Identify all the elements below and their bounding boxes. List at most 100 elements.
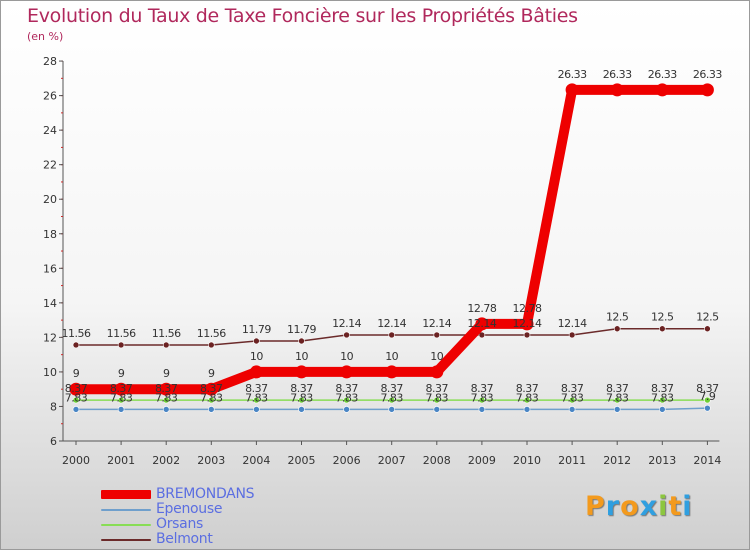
data-label-bremondans: 9 — [118, 367, 125, 380]
x-tick-label: 2001 — [107, 454, 135, 467]
data-label-bremondans: 10 — [340, 350, 353, 363]
point-belmont — [704, 325, 711, 333]
point-belmont — [343, 331, 350, 339]
point-epenouse — [658, 406, 666, 413]
point-epenouse — [208, 406, 215, 413]
series-lines — [69, 83, 714, 413]
y-tick-label: 18 — [43, 228, 57, 241]
logo-letter: i — [658, 491, 669, 522]
point-orsans — [433, 396, 441, 404]
chart-title: Evolution du Taux de Taxe Foncière sur l… — [27, 5, 578, 27]
data-label-epenouse: 7.83 — [426, 391, 449, 404]
point-belmont — [478, 331, 486, 339]
data-label-bremondans: 26.33 — [648, 68, 677, 81]
data-label-epenouse: 7.83 — [65, 391, 88, 404]
data-label-orsans: 8.37 — [651, 382, 674, 395]
point-orsans — [343, 396, 350, 404]
data-label-epenouse: 7.83 — [110, 391, 133, 404]
data-label-bremondans: 9 — [208, 367, 215, 380]
data-label-belmont: 12.5 — [606, 311, 629, 324]
point-epenouse — [568, 406, 576, 413]
y-tick-label: 8 — [50, 400, 57, 413]
data-label-orsans: 8.37 — [471, 382, 494, 395]
data-label-orsans: 8.37 — [200, 382, 223, 395]
point-orsans — [523, 396, 531, 404]
point-belmont — [208, 341, 215, 349]
data-label-bremondans: 10 — [295, 350, 308, 363]
data-label-orsans: 8.37 — [335, 382, 358, 395]
y-tick-label: 16 — [43, 262, 57, 275]
point-belmont — [523, 331, 531, 339]
point-belmont — [388, 331, 396, 339]
point-bremondans — [69, 382, 83, 396]
point-orsans — [388, 396, 396, 404]
point-belmont — [72, 341, 80, 349]
data-label-belmont: 11.79 — [242, 323, 271, 336]
data-label-orsans: 8.37 — [65, 382, 88, 395]
data-label-epenouse: 7.83 — [561, 391, 584, 404]
point-belmont — [568, 331, 576, 339]
x-tick-label: 2008 — [423, 454, 451, 467]
data-label-bremondans: 12.78 — [467, 302, 496, 315]
data-label-belmont: 12.14 — [513, 317, 542, 330]
x-tick-label: 2006 — [333, 454, 361, 467]
data-label-orsans: 8.37 — [290, 382, 313, 395]
point-bremondans — [249, 365, 263, 379]
data-label-belmont: 11.79 — [287, 323, 316, 336]
x-tick-label: 2014 — [693, 454, 721, 467]
data-label-epenouse: 7.83 — [471, 391, 494, 404]
point-belmont — [117, 341, 125, 349]
data-label-orsans: 8.37 — [561, 382, 584, 395]
data-label-epenouse: 7.83 — [155, 391, 178, 404]
point-bremondans — [655, 83, 669, 97]
x-tick-label: 2005 — [288, 454, 316, 467]
data-label-bremondans: 26.33 — [603, 68, 632, 81]
logo-letter: P — [585, 491, 606, 522]
data-label-orsans: 8.37 — [696, 382, 719, 395]
logo-letter: o — [620, 491, 640, 522]
data-label-belmont: 12.14 — [422, 317, 451, 330]
point-belmont — [253, 337, 260, 345]
x-tick-label: 2004 — [242, 454, 270, 467]
logo-letter: x — [639, 491, 659, 522]
logo-letter: r — [605, 491, 621, 522]
data-label-epenouse: 7.83 — [380, 391, 403, 404]
point-belmont — [433, 331, 441, 339]
point-epenouse — [613, 406, 621, 413]
point-orsans — [613, 396, 621, 404]
data-label-belmont: 12.14 — [332, 317, 361, 330]
point-bremondans — [340, 365, 354, 379]
point-orsans — [72, 396, 80, 404]
data-label-orsans: 8.37 — [110, 382, 133, 395]
legend-item-epenouse: Epenouse — [101, 502, 361, 517]
series-value-labels: 9 9 9 9 10 10 10 10 10 12.78 12.78 26.33 26.33 26.33 2… — [62, 68, 723, 404]
data-label-epenouse: 7.83 — [335, 391, 358, 404]
labels-belmont: 11.56 11.56 11.56 11.56 11.79 11.79 12.14 12.14… — [62, 311, 720, 340]
data-label-belmont: 11.56 — [152, 327, 181, 340]
y-tick-label: 12 — [43, 331, 57, 344]
y-tick-label: 6 — [50, 435, 57, 448]
legend-swatch — [101, 509, 151, 511]
logo-letter: t — [668, 491, 683, 522]
x-tick-label: 2012 — [603, 454, 631, 467]
legend-label: Epenouse — [156, 501, 223, 517]
point-belmont — [658, 325, 666, 333]
data-label-epenouse: 7.83 — [290, 391, 313, 404]
data-label-belmont: 12.14 — [467, 317, 496, 330]
point-orsans — [658, 396, 666, 404]
data-label-epenouse: 7.83 — [606, 391, 629, 404]
point-bremondans — [520, 317, 534, 331]
point-orsans — [253, 396, 260, 404]
y-unit-label: (en %) — [27, 30, 64, 43]
y-tick-label: 10 — [43, 366, 57, 379]
data-label-bremondans: 9 — [163, 367, 170, 380]
x-tick-label: 2010 — [513, 454, 541, 467]
point-epenouse — [72, 406, 80, 413]
data-label-bremondans: 10 — [430, 350, 443, 363]
y-tick-label: 24 — [43, 124, 57, 137]
point-bremondans — [159, 382, 173, 396]
point-epenouse — [162, 406, 170, 413]
point-orsans — [568, 396, 576, 404]
legend-swatch — [101, 524, 151, 526]
